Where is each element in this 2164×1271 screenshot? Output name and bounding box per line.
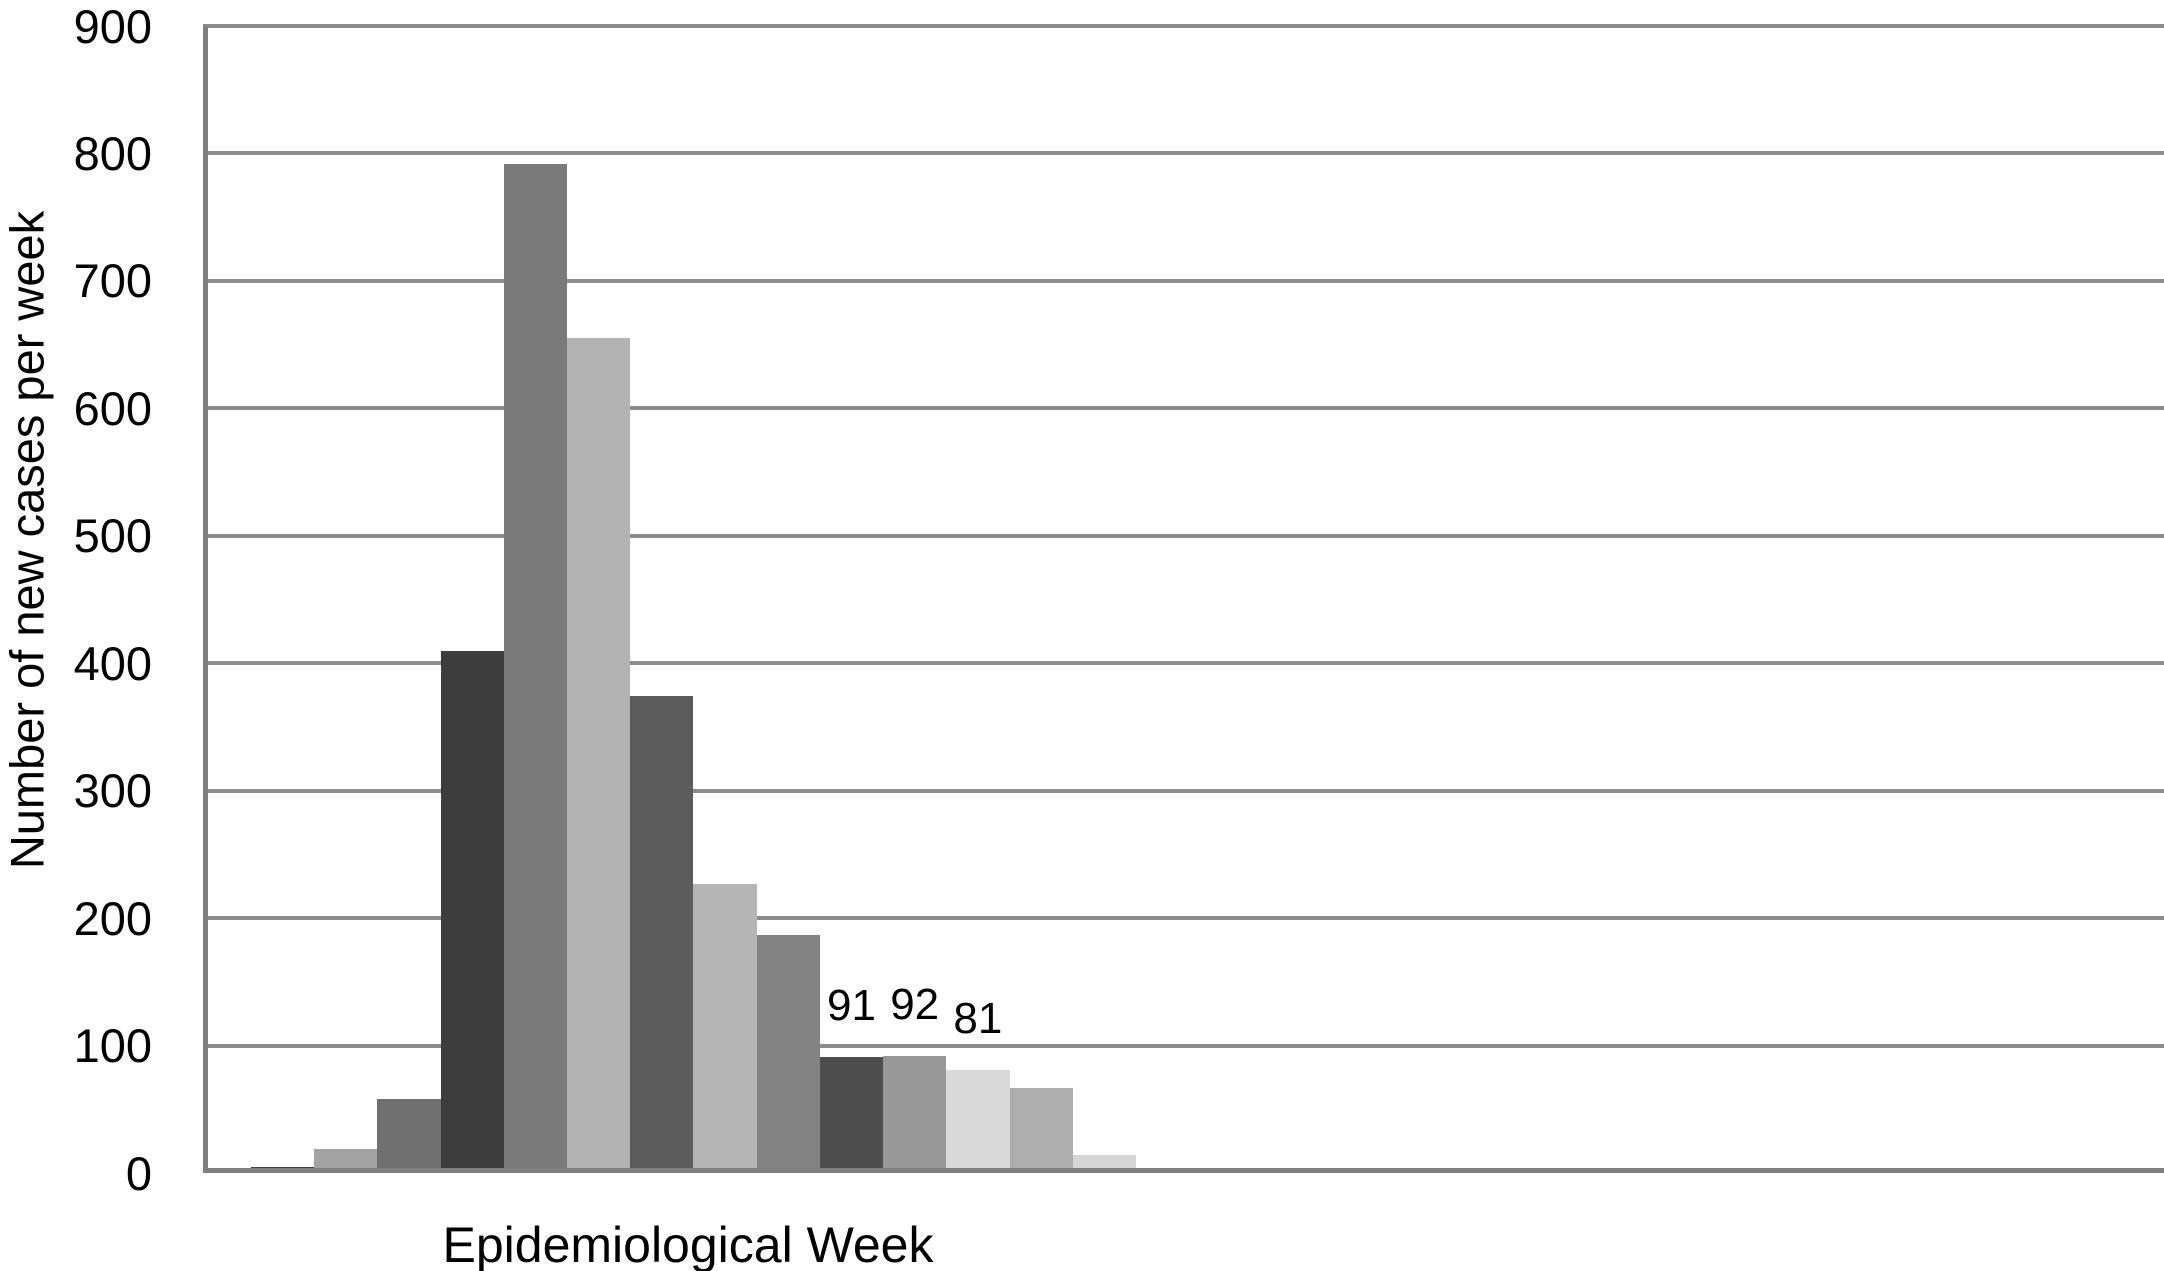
gridline-300 (203, 788, 2164, 793)
bar-week-3 (377, 1099, 441, 1173)
gridline-600 (203, 406, 2164, 411)
y-tick-label-200: 200 (73, 892, 152, 945)
y-tick-label-300: 300 (73, 764, 152, 817)
gridline-400 (203, 661, 2164, 666)
bar-week-13 (1009, 1087, 1073, 1173)
gridline-200 (203, 916, 2164, 921)
x-axis-title: Epidemiological Week (442, 1217, 934, 1271)
bar-week-7 (630, 696, 694, 1173)
bar-week-8 (693, 883, 757, 1173)
y-tick-label-600: 600 (73, 382, 152, 435)
data-label-92: 92 (890, 979, 940, 1029)
y-tick-label-700: 700 (73, 254, 152, 307)
gridline-500 (203, 533, 2164, 538)
bar-week-12 (946, 1069, 1010, 1173)
y-tick-label-400: 400 (73, 637, 152, 690)
y-tick-label-0: 0 (125, 1147, 152, 1200)
y-tick-label-800: 800 (73, 127, 152, 180)
plot-area: 91 92 81 (203, 24, 2164, 1173)
y-axis-line (203, 26, 208, 1173)
bar-week-5 (503, 163, 568, 1173)
data-label-81: 81 (953, 993, 1003, 1043)
y-tick-label-500: 500 (73, 509, 152, 562)
gridline-700 (203, 278, 2164, 283)
bar-week-10 (819, 1057, 884, 1173)
data-label-91: 91 (827, 981, 876, 1030)
y-tick-label-100: 100 (73, 1019, 152, 1072)
gridline-900 (203, 24, 2164, 28)
bar-week-11 (883, 1055, 947, 1173)
y-tick-label-900: 900 (73, 0, 152, 53)
gridline-800 (203, 151, 2164, 156)
gridline-100 (203, 1043, 2164, 1048)
x-axis-line (203, 1168, 2164, 1173)
bar-week-4 (440, 650, 504, 1173)
bar-week-6 (567, 338, 631, 1173)
bar-week-9 (756, 934, 820, 1173)
